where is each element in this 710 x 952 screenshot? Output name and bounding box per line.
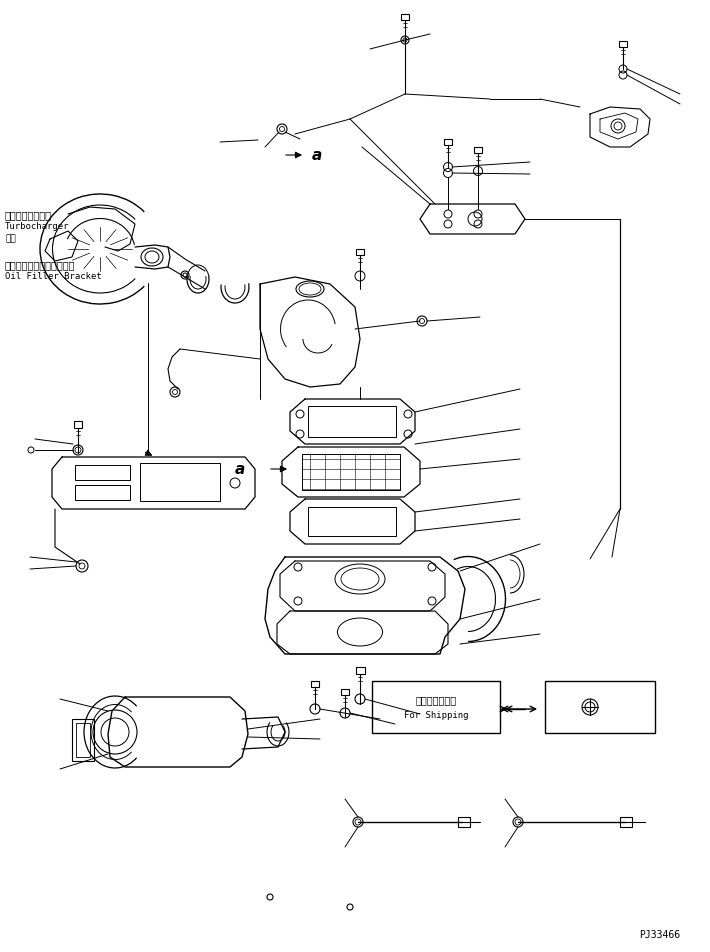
Text: a: a bbox=[235, 462, 245, 477]
Bar bbox=[308, 407, 396, 438]
Bar bbox=[356, 249, 364, 256]
Bar bbox=[474, 148, 482, 154]
Bar bbox=[620, 817, 632, 827]
Bar bbox=[74, 422, 82, 428]
Text: For Shipping: For Shipping bbox=[404, 711, 469, 720]
Bar bbox=[140, 464, 220, 502]
Bar bbox=[401, 15, 409, 21]
Bar bbox=[444, 140, 452, 146]
Bar bbox=[311, 682, 319, 687]
Bar bbox=[302, 454, 400, 490]
Text: Turbocharger: Turbocharger bbox=[5, 222, 70, 230]
Text: ターボチャージャ: ターボチャージャ bbox=[5, 209, 52, 220]
Text: 運　搬　部　品: 運 搬 部 品 bbox=[415, 694, 457, 704]
Bar bbox=[372, 682, 500, 733]
Text: PJ33466: PJ33466 bbox=[639, 929, 680, 939]
Text: a: a bbox=[312, 148, 322, 163]
Bar bbox=[341, 689, 349, 695]
Bar bbox=[619, 42, 627, 48]
Bar bbox=[458, 817, 470, 827]
Bar bbox=[545, 682, 655, 733]
Bar bbox=[76, 724, 90, 757]
Bar bbox=[356, 667, 365, 674]
Text: Oil Filler Bracket: Oil Filler Bracket bbox=[5, 271, 102, 281]
Bar bbox=[72, 720, 94, 762]
Text: １１: １１ bbox=[5, 234, 16, 243]
Text: オイルフィルタブラケット: オイルフィルタブラケット bbox=[5, 260, 75, 269]
Bar bbox=[75, 466, 130, 481]
Bar bbox=[75, 486, 130, 501]
Bar bbox=[308, 507, 396, 536]
